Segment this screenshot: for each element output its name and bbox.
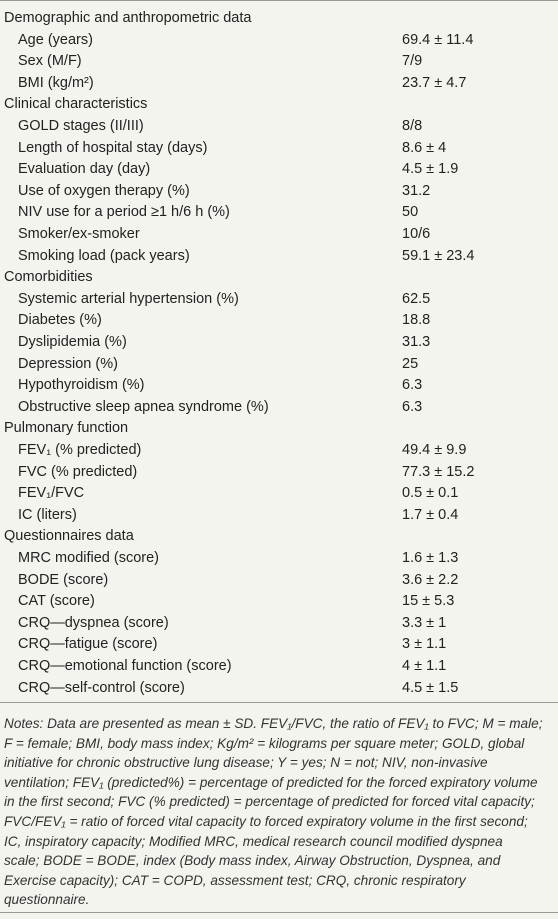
- row-label: Hypothyroidism (%): [18, 377, 145, 394]
- row-value: 1.7 ± 0.4: [402, 506, 459, 523]
- row-label: CRQ—self-control (score): [18, 679, 185, 696]
- row-label: FEV₁ (% predicted): [18, 442, 142, 458]
- note-line: ventilation; FEV₁ (predicted%) = percent…: [4, 774, 538, 790]
- row-value: 31.2: [402, 182, 431, 199]
- row-value: 1.6 ± 1.3: [402, 550, 459, 566]
- row-label: Smoker/ex-smoker: [18, 226, 140, 242]
- row-label: Diabetes (%): [18, 312, 102, 329]
- row-value: 3.6 ± 2.2: [402, 571, 459, 588]
- row-label: Age (years): [18, 31, 93, 48]
- row-label: IC (liters): [18, 506, 77, 523]
- row-label: BMI (kg/m²): [18, 74, 94, 91]
- row-value: 4.5 ± 1.5: [402, 679, 459, 696]
- note-line: questionnaire.: [4, 892, 90, 908]
- row-label: Use of oxygen therapy (%): [18, 182, 190, 199]
- row-label: MRC modified (score): [18, 550, 159, 566]
- table-rule: [0, 702, 558, 703]
- row-value: 77.3 ± 15.2: [402, 463, 475, 480]
- row-value: 4.5 ± 1.9: [402, 161, 459, 178]
- note-line: scale; BODE = BODE, index (Body mass ind…: [4, 853, 501, 869]
- row-label: Sex (M/F): [18, 53, 82, 70]
- row-value: 31.3: [402, 334, 431, 350]
- row-value: 3.3 ± 1: [402, 614, 447, 631]
- row-value: 0.5 ± 0.1: [402, 485, 459, 502]
- section-title: Pulmonary function: [4, 420, 129, 437]
- row-label: Systemic arterial hypertension (%): [18, 290, 239, 307]
- section-title: Clinical characteristics: [4, 96, 148, 113]
- note-line: Notes: Data are presented as mean ± SD. …: [4, 716, 543, 731]
- top-rule: [0, 0, 558, 1]
- row-value: 59.1 ± 23.4: [402, 247, 475, 264]
- row-value: 50: [402, 204, 419, 221]
- row-label: BODE (score): [18, 571, 109, 588]
- section-title: Demographic and anthropometric data: [4, 10, 252, 26]
- row-value: 6.3: [402, 377, 423, 394]
- row-value: 6.3: [402, 398, 423, 415]
- note-line: in the first second; FVC (% predicted) =…: [4, 794, 535, 810]
- note-line: initiative for chronic obstructive lung …: [4, 755, 488, 771]
- row-value: 15 ± 5.3: [402, 593, 455, 610]
- row-label: Evaluation day (day): [18, 161, 151, 178]
- row-label: CAT (score): [18, 593, 95, 610]
- row-value: 25: [402, 355, 419, 372]
- section-title: Comorbidities: [4, 269, 93, 286]
- note-line: Exercise capacity); CAT = COPD, assessme…: [4, 872, 466, 888]
- row-label: CRQ—emotional function (score): [18, 658, 232, 674]
- row-label: Length of hospital stay (days): [18, 139, 208, 156]
- row-value: 62.5: [402, 290, 431, 307]
- section-title: Questionnaires data: [4, 528, 134, 545]
- row-label: CRQ—dyspnea (score): [18, 614, 169, 631]
- bottom-rule: [0, 912, 558, 913]
- note-line: FVC/FEV₁ = ratio of forced vital capacit…: [4, 814, 528, 829]
- row-value: 49.4 ± 9.9: [402, 442, 467, 458]
- row-label: CRQ—fatigue (score): [18, 636, 158, 653]
- row-value: 3 ± 1.1: [402, 636, 447, 653]
- row-label: Smoking load (pack years): [18, 247, 190, 264]
- row-value: 8/8: [402, 118, 423, 134]
- row-value: 4 ± 1.1: [402, 658, 447, 674]
- row-value: 18.8: [402, 312, 431, 329]
- row-value: 7/9: [402, 53, 423, 70]
- note-line: IC, inspiratory capacity; Modified MRC, …: [4, 833, 503, 849]
- row-value: 8.6 ± 4: [402, 139, 447, 156]
- note-line: F = female; BMI, body mass index; Kg/m² …: [4, 735, 525, 751]
- row-value: 10/6: [402, 226, 431, 242]
- row-label: FVC (% predicted): [18, 463, 138, 480]
- row-label: GOLD stages (II/III): [18, 118, 144, 134]
- row-label: FEV₁/FVC: [18, 485, 85, 502]
- row-label: NIV use for a period ≥1 h/6 h (%): [18, 204, 230, 221]
- row-value: 69.4 ± 11.4: [402, 31, 474, 48]
- row-label: Depression (%): [18, 355, 118, 372]
- row-label: Obstructive sleep apnea syndrome (%): [18, 398, 269, 415]
- row-label: Dyslipidemia (%): [18, 334, 127, 350]
- row-value: 23.7 ± 4.7: [402, 74, 467, 91]
